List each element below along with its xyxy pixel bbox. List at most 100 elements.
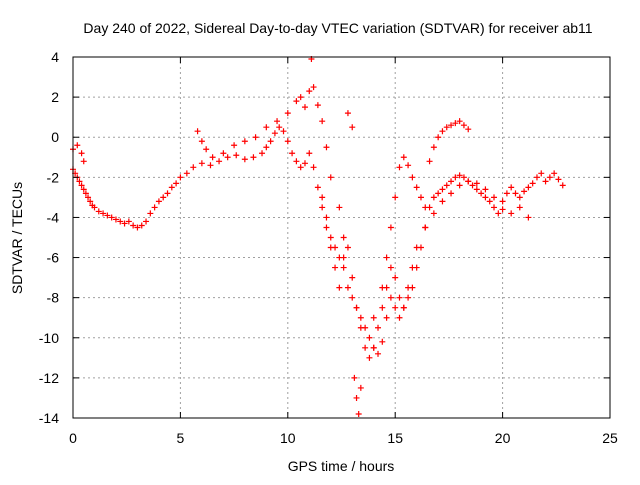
data-point-marker: [396, 294, 403, 301]
data-point-marker: [405, 284, 412, 291]
data-point-marker: [503, 190, 510, 197]
data-point-marker: [280, 128, 287, 135]
data-point-marker: [155, 198, 162, 205]
data-point-marker: [183, 170, 190, 177]
data-point-marker: [499, 198, 506, 205]
data-point-marker: [327, 174, 334, 181]
data-point-marker: [508, 184, 515, 191]
data-point-marker: [76, 178, 83, 185]
data-point-marker: [478, 190, 485, 197]
data-point-marker: [508, 210, 515, 217]
data-point-marker: [274, 118, 281, 125]
grid-lines: [73, 57, 610, 418]
x-tick-label: 25: [602, 430, 618, 446]
data-point-marker: [344, 110, 351, 117]
data-point-marker: [353, 304, 360, 311]
data-point-marker: [336, 284, 343, 291]
data-point-marker: [151, 204, 158, 211]
data-point-marker: [250, 154, 257, 161]
y-tick-label: -12: [39, 370, 59, 386]
data-point-marker: [482, 194, 489, 201]
data-point-marker: [349, 294, 356, 301]
data-point-marker: [87, 198, 94, 205]
data-point-marker: [289, 150, 296, 157]
data-point-marker: [387, 264, 394, 271]
data-point-marker: [435, 190, 442, 197]
data-point-marker: [241, 138, 248, 145]
data-point-marker: [233, 152, 240, 159]
data-point-marker: [538, 170, 545, 177]
x-tick-label: 10: [280, 430, 296, 446]
data-point-marker: [525, 184, 532, 191]
data-point-marker: [319, 118, 326, 125]
data-point-marker: [392, 304, 399, 311]
data-point-marker: [284, 138, 291, 145]
data-point-marker: [104, 212, 111, 219]
data-point-marker: [231, 142, 238, 149]
data-point-marker: [332, 264, 339, 271]
data-point-marker: [516, 204, 523, 211]
data-point-marker: [426, 158, 433, 165]
data-point-marker: [349, 124, 356, 131]
data-point-marker: [533, 174, 540, 181]
data-point-marker: [336, 254, 343, 261]
data-point-marker: [366, 334, 373, 341]
data-point-marker: [209, 154, 216, 161]
data-point-marker: [439, 186, 446, 193]
data-point-marker: [452, 120, 459, 127]
chart-title: Day 240 of 2022, Sidereal Day-to-day VTE…: [83, 20, 592, 36]
data-point-marker: [439, 198, 446, 205]
data-point-marker: [80, 186, 87, 193]
data-point-marker: [203, 146, 210, 153]
data-point-marker: [91, 204, 98, 211]
data-point-marker: [80, 158, 87, 165]
data-point-marker: [409, 174, 416, 181]
data-point-marker: [375, 324, 382, 331]
data-point-marker: [319, 204, 326, 211]
data-point-marker: [448, 122, 455, 129]
data-point-marker: [224, 154, 231, 161]
y-tick-label: -8: [47, 290, 60, 306]
data-point-marker: [306, 150, 313, 157]
data-point-marker: [516, 194, 523, 201]
data-point-marker: [465, 126, 472, 133]
data-point-marker: [465, 178, 472, 185]
data-point-marker: [190, 164, 197, 171]
data-point-marker: [82, 190, 89, 197]
data-point-marker: [525, 214, 532, 221]
data-point-marker: [383, 314, 390, 321]
data-point-marker: [220, 150, 227, 157]
data-point-marker: [383, 254, 390, 261]
data-point-marker: [400, 304, 407, 311]
data-point-marker: [409, 264, 416, 271]
data-point-marker: [362, 324, 369, 331]
data-point-marker: [164, 190, 171, 197]
data-point-marker: [310, 84, 317, 91]
data-point-marker: [435, 134, 442, 141]
data-point-marker: [293, 98, 300, 105]
data-point-marker: [117, 218, 124, 225]
data-point-marker: [456, 118, 463, 125]
x-tick-label: 5: [177, 430, 185, 446]
axis-ticks: [72, 56, 611, 419]
data-point-marker: [482, 186, 489, 193]
x-tick-label: 15: [387, 430, 403, 446]
data-point-marker: [267, 138, 274, 145]
y-tick-label: -4: [47, 209, 60, 225]
data-point-marker: [456, 182, 463, 189]
data-point-marker: [134, 224, 141, 231]
data-point-marker: [319, 194, 326, 201]
data-point-marker: [78, 150, 85, 157]
data-point-marker: [173, 180, 180, 187]
data-point-marker: [323, 214, 330, 221]
data-point-marker: [95, 208, 102, 215]
data-point-marker: [430, 144, 437, 151]
data-point-marker: [112, 216, 119, 223]
data-point-marker: [473, 180, 480, 187]
data-point-marker: [271, 130, 278, 137]
y-tick-label: 2: [51, 89, 59, 105]
data-point-marker: [370, 344, 377, 351]
data-point-marker: [263, 124, 270, 131]
